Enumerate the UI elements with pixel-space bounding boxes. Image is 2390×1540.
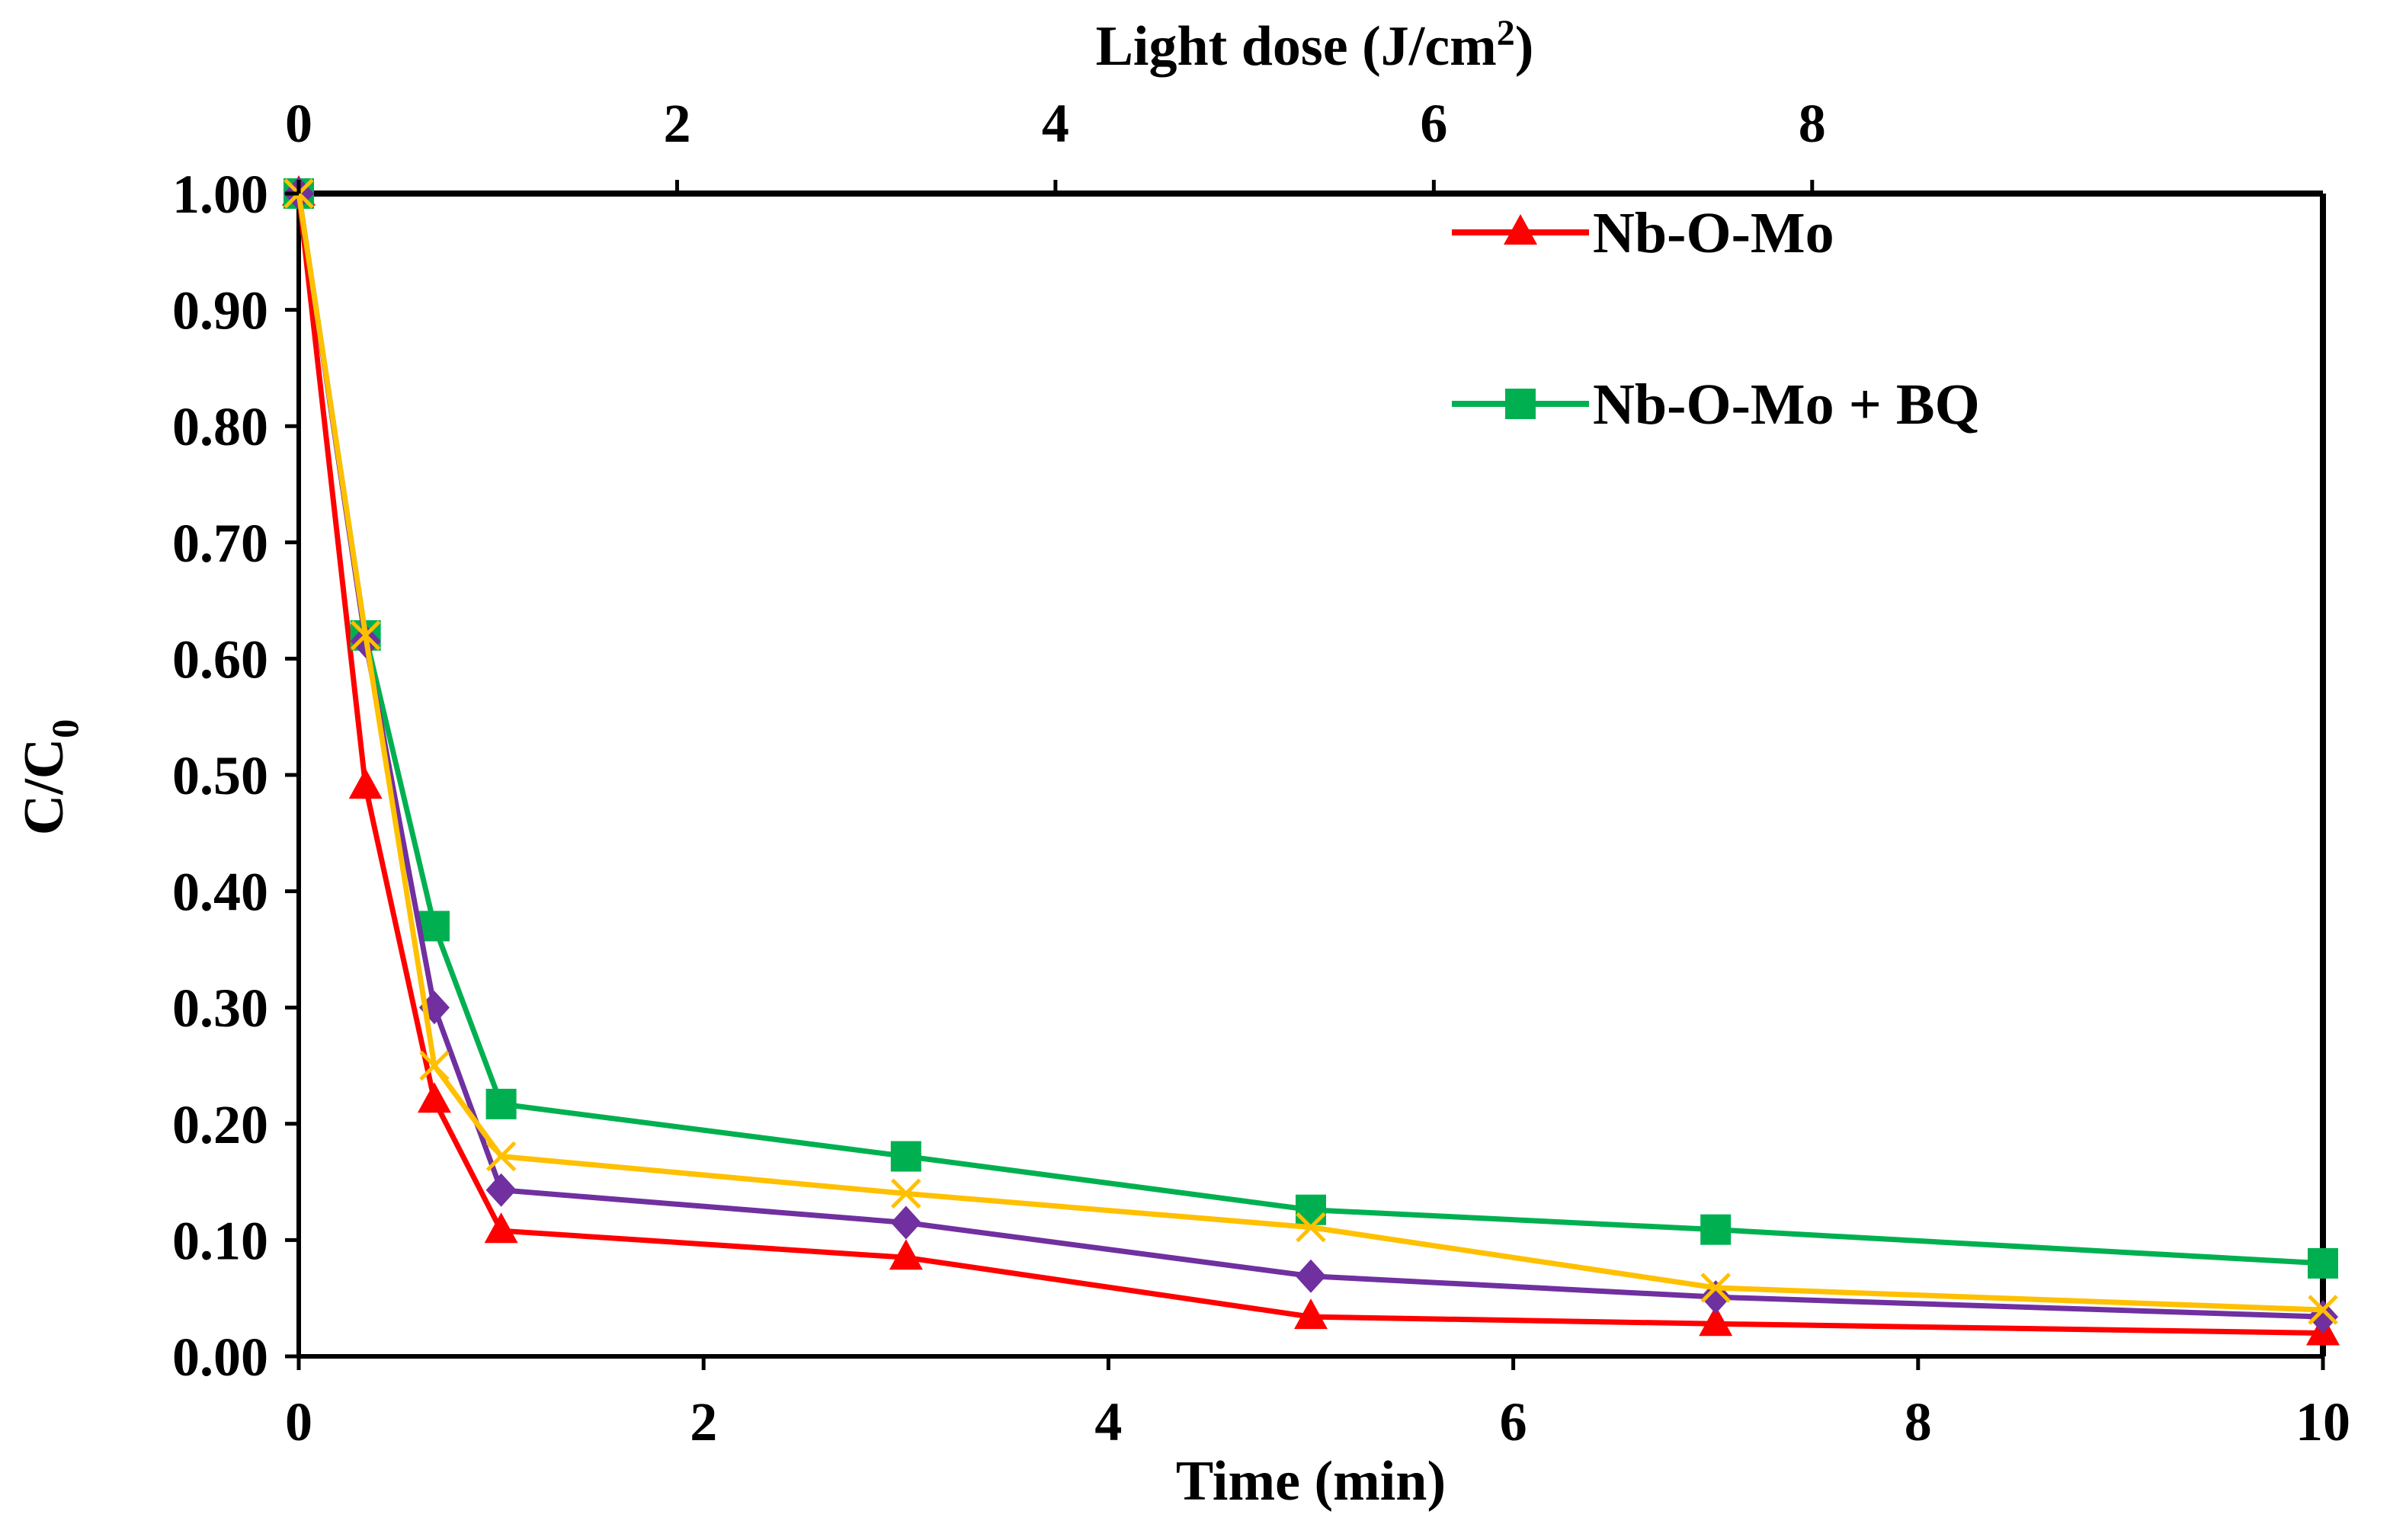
data-point-triangle [348, 768, 383, 799]
series-layer [282, 175, 2340, 1346]
x-tick-label: 4 [1094, 1391, 1122, 1452]
ticks-layer: 0.00 0.10 0.20 0.30 0.40 0.50 0.60 0.70 0.80 0.90… [172, 93, 2350, 1452]
data-point-diamond [2308, 1300, 2338, 1334]
y-axis-title-sub: 0 [43, 719, 86, 738]
data-point-x-stroke [350, 620, 381, 651]
data-point-square [2308, 1247, 2338, 1279]
y-axis-title-main: C/C [13, 738, 75, 835]
data-point-diamond [1296, 1259, 1326, 1293]
data-point-x-stroke [1296, 1212, 1326, 1243]
x-axis-title: Time (min) [1176, 1450, 1446, 1513]
y-tick-label: 0.80 [172, 396, 268, 457]
data-point-triangle [484, 1212, 518, 1244]
top-tick-label: 0 [285, 93, 312, 154]
legend-label: Nb-O-Mo [1593, 201, 1834, 265]
data-point-triangle [1294, 1298, 1328, 1330]
series-1 [282, 175, 2340, 1346]
data-point-square [1700, 1214, 1732, 1245]
x-tick-label: 8 [1905, 1391, 1932, 1452]
data-point-diamond [485, 1173, 517, 1207]
top-tick-label: 6 [1420, 93, 1447, 154]
data-point-x-stroke [891, 1178, 921, 1209]
y-tick-label: 0.40 [172, 862, 268, 923]
y-tick-label: 0.20 [172, 1094, 268, 1155]
data-point-square [1505, 389, 1536, 419]
top-axis-title-main: Light dose (J/cm [1096, 15, 1497, 78]
data-point-triangle [889, 1239, 923, 1270]
x-tick-label: 2 [690, 1391, 717, 1452]
top-axis-title: Light dose (J/cm2) [1096, 13, 1534, 78]
y-tick-label: 0.10 [172, 1210, 268, 1271]
top-tick-label: 8 [1799, 93, 1826, 154]
y-tick-label: 0.00 [172, 1327, 268, 1388]
plot-frame [296, 190, 2326, 1359]
data-point-square [418, 911, 450, 942]
data-point-triangle [417, 1082, 451, 1113]
y-axis-title: C/C0 [13, 719, 86, 835]
data-point-x [419, 1050, 450, 1081]
data-point-x [891, 1178, 921, 1209]
data-point-x-stroke [2308, 1295, 2338, 1325]
x-tick-label: 10 [2295, 1391, 2350, 1452]
data-point-triangle [1699, 1305, 1733, 1337]
top-axis-title-sup: 2 [1497, 13, 1515, 53]
series-2 [284, 178, 2338, 1279]
series-4-line [296, 193, 2324, 1313]
legend-item-1: Nb-O-Mo [1452, 201, 1834, 265]
data-point-x-stroke [419, 1050, 450, 1081]
data-point-triangle [1504, 214, 1537, 245]
y-tick-label: 0.30 [172, 978, 268, 1039]
data-point-diamond [890, 1205, 921, 1240]
series-1-line [296, 193, 2324, 1336]
data-point-x [2308, 1295, 2338, 1325]
data-point-x [485, 1141, 517, 1172]
x-tick-label: 6 [1500, 1391, 1527, 1452]
y-tick-label: 0.50 [172, 745, 268, 806]
series-2-line [296, 193, 2324, 1266]
data-point-square [1296, 1194, 1326, 1225]
data-point-x [1296, 1212, 1326, 1243]
series-3 [284, 177, 2338, 1334]
y-tick-label: 0.90 [172, 280, 268, 341]
y-tick-label: 1.00 [172, 164, 268, 225]
y-tick-label: 0.60 [172, 629, 268, 690]
series-3-line [296, 193, 2324, 1320]
data-point-x-stroke [1700, 1273, 1731, 1303]
top-tick-label: 4 [1042, 93, 1069, 154]
data-point-x [350, 620, 381, 651]
data-point-x-stroke [485, 1141, 517, 1172]
x-tick-label: 0 [285, 1391, 312, 1452]
y-tick-label: 0.70 [172, 513, 268, 574]
series-4 [284, 178, 2338, 1325]
top-axis-title-end: ) [1515, 15, 1534, 78]
data-point-x [1700, 1273, 1731, 1303]
legend-label: Nb-O-Mo + BQ [1593, 373, 1980, 437]
data-point-square [890, 1141, 921, 1172]
legend-item-2: Nb-O-Mo + BQ [1452, 373, 1980, 437]
data-point-square [485, 1088, 517, 1119]
top-tick-label: 2 [663, 93, 690, 154]
legend: Nb-O-Mo Nb-O-Mo + BQ [1452, 201, 1980, 437]
